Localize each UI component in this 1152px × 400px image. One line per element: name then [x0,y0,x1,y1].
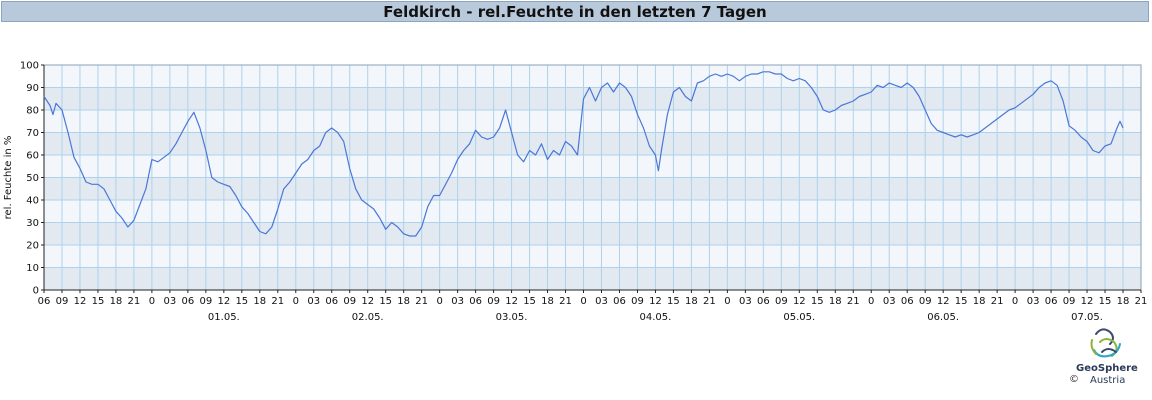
x-tick-label: 09 [343,296,356,307]
y-tick-label: 50 [26,173,39,184]
chart-title-bar: Feldkirch - rel.Feuchte in den letzten 7… [1,1,1149,22]
band [44,245,1141,268]
x-tick-label: 06 [613,296,626,307]
x-tick-label: 09 [199,296,212,307]
y-axis-title: rel. Feuchte in % [3,136,14,220]
x-tick-label: 12 [217,296,230,307]
x-tick-label: 12 [505,296,518,307]
x-tick-label: 0 [580,296,586,307]
x-tick-label: 0 [293,296,299,307]
x-tick-label: 15 [955,296,968,307]
x-day-label: 02.05. [352,312,384,323]
x-tick-label: 12 [1081,296,1094,307]
band [44,65,1141,88]
x-tick-label: 12 [793,296,806,307]
x-tick-label: 03 [739,296,752,307]
x-tick-label: 06 [182,296,195,307]
x-tick-label: 0 [724,296,730,307]
x-tick-label: 03 [451,296,464,307]
x-tick-label: 03 [883,296,896,307]
brand-subtitle: Austria [1090,375,1126,386]
band [44,87,1141,110]
x-tick-label: 15 [1099,296,1112,307]
x-tick-label: 09 [631,296,644,307]
y-tick-label: 80 [26,106,39,117]
x-day-label: 03.05. [496,312,528,323]
x-tick-label: 09 [919,296,932,307]
y-tick-label: 0 [33,286,39,297]
x-tick-label: 12 [361,296,374,307]
x-tick-label: 06 [469,296,482,307]
x-tick-label: 21 [847,296,860,307]
x-day-label: 04.05. [640,312,672,323]
x-tick-label: 03 [164,296,177,307]
x-tick-label: 12 [649,296,662,307]
y-tick-label: 30 [26,218,39,229]
x-tick-label: 0 [436,296,442,307]
band [44,200,1141,223]
x-tick-label: 21 [1135,296,1148,307]
x-tick-label: 09 [1063,296,1076,307]
x-tick-label: 21 [559,296,572,307]
x-tick-label: 18 [397,296,410,307]
band [44,110,1141,133]
chart-title: Feldkirch - rel.Feuchte in den letzten 7… [383,2,767,21]
band [44,222,1141,245]
humidity-series-line [43,71,1124,237]
x-tick-label: 18 [685,296,698,307]
x-tick-label: 15 [235,296,248,307]
y-tick-label: 70 [26,128,39,139]
band [44,132,1141,155]
band [44,155,1141,178]
x-tick-label: 03 [595,296,608,307]
x-tick-label: 0 [149,296,155,307]
x-tick-label: 18 [253,296,266,307]
x-tick-label: 09 [56,296,69,307]
x-tick-label: 0 [1012,296,1018,307]
y-tick-label: 90 [26,83,39,94]
x-tick-label: 06 [325,296,338,307]
x-tick-label: 18 [829,296,842,307]
x-tick-label: 12 [74,296,87,307]
band [44,267,1141,290]
y-tick-label: 60 [26,151,39,162]
x-tick-label: 15 [811,296,824,307]
x-tick-label: 15 [523,296,536,307]
x-tick-label: 18 [973,296,986,307]
brand-name: GeoSphere [1076,363,1138,374]
x-tick-label: 09 [775,296,788,307]
x-tick-label: 18 [541,296,554,307]
copyright-symbol: © [1069,374,1079,385]
x-tick-label: 21 [991,296,1004,307]
geosphere-logo-icon [1090,328,1121,358]
y-tick-label: 100 [20,61,39,72]
x-tick-label: 0 [868,296,874,307]
y-tick-label: 10 [26,263,39,274]
x-tick-label: 09 [487,296,500,307]
x-tick-label: 06 [38,296,51,307]
x-tick-label: 21 [415,296,428,307]
x-tick-label: 21 [271,296,284,307]
x-tick-label: 06 [1045,296,1058,307]
x-tick-label: 06 [901,296,914,307]
x-tick-label: 15 [92,296,105,307]
x-tick-label: 15 [379,296,392,307]
x-tick-label: 21 [703,296,716,307]
x-tick-label: 15 [667,296,680,307]
x-day-label: 06.05. [927,312,959,323]
x-tick-label: 06 [757,296,770,307]
x-tick-label: 12 [937,296,950,307]
x-tick-label: 18 [1117,296,1130,307]
x-tick-label: 03 [307,296,320,307]
x-day-label: 05.05. [783,312,815,323]
band [44,177,1141,200]
y-tick-label: 20 [26,241,39,252]
y-tick-label: 40 [26,196,39,207]
x-day-label: 01.05. [208,312,240,323]
x-day-label: 07.05. [1071,312,1103,323]
x-tick-label: 21 [128,296,141,307]
x-tick-label: 18 [110,296,123,307]
x-tick-label: 03 [1027,296,1040,307]
